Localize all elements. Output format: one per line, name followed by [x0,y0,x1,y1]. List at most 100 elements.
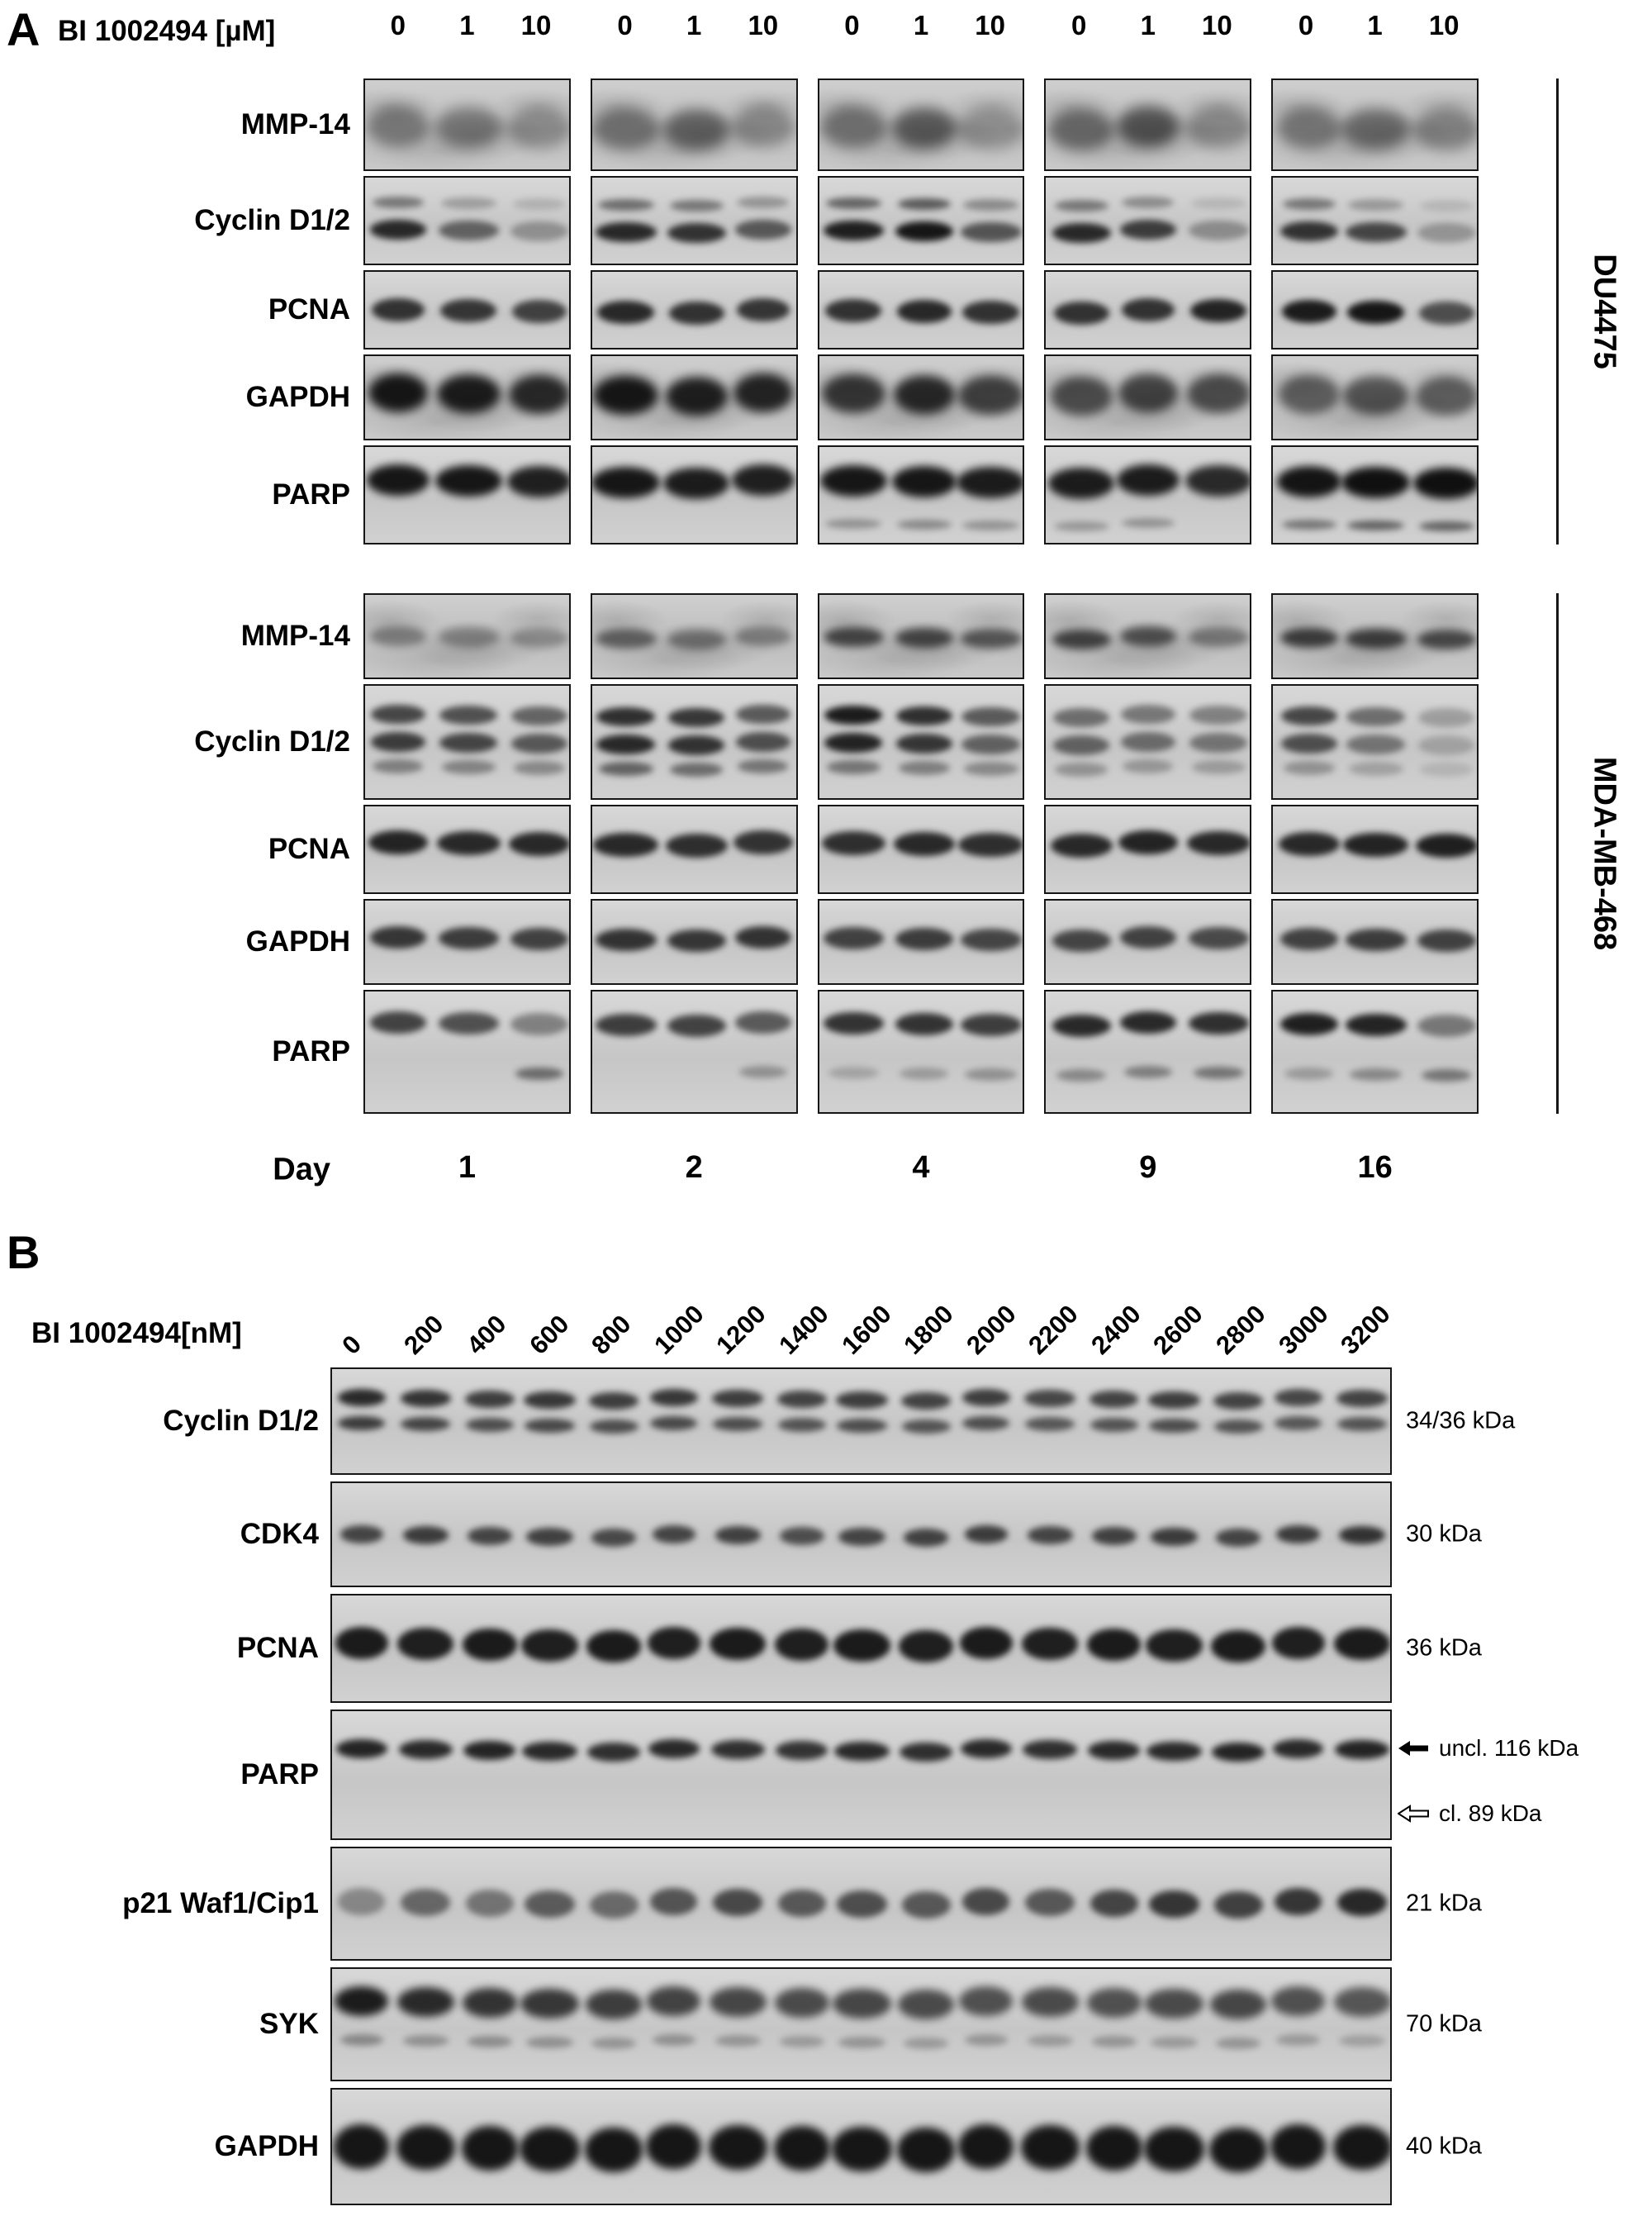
blot-band [649,1389,698,1406]
blot-band [1148,1890,1200,1918]
blot-band [962,1416,1009,1431]
blot-band [1279,375,1340,415]
blot-row-label: MMP-14 [240,620,350,652]
blot-band [964,1525,1008,1543]
blot-band [1184,464,1251,497]
blot-band [591,108,660,150]
blot-band [648,1738,700,1759]
blot-band [526,1528,573,1546]
blot-band [1022,1627,1079,1661]
blot-band [369,625,426,647]
dose-label: 0 [1298,10,1314,40]
dose-label: 400 [461,1309,512,1360]
blot-band [824,220,884,240]
blot-band [512,299,567,324]
dose-label: 1 [1140,10,1156,40]
blot-band [833,1629,891,1662]
blot-band [900,1392,952,1410]
blot-band [591,1529,637,1547]
blot-band [440,298,497,323]
blot-band [1282,519,1336,530]
blot-strip [1044,899,1252,985]
blot-band [1092,2036,1137,2048]
blot-band [734,1011,791,1034]
blot-band [1210,1990,1267,2020]
blot-band [439,1011,499,1034]
blot-band [1120,704,1175,725]
blot-band [822,374,885,414]
blot-strip [590,445,798,544]
blot-band [401,1417,451,1432]
blot-strip [1044,805,1252,894]
blot-band [896,734,952,754]
blot-band [960,221,1022,242]
blot-band [1054,200,1108,212]
kda-label: 30 kDa [1406,1520,1482,1548]
blot-band [1276,2034,1320,2047]
blot-band [1147,1391,1200,1409]
blot-band [895,627,953,649]
blot-band [836,1890,888,1918]
blot-band [1210,1629,1266,1663]
blot-band [1346,520,1405,530]
blot-band [1211,1742,1265,1762]
blot-strip [1271,593,1479,679]
blot-band [593,376,658,416]
blot-band [1151,2037,1198,2049]
blot-band [366,464,430,497]
blot-band [1341,108,1410,150]
blot-band [598,762,653,776]
blot-band [511,706,567,726]
blot-band [1270,2124,1326,2169]
blot-band [1148,1419,1200,1434]
blot-band [1350,1068,1402,1081]
blot-band [1332,2125,1390,2170]
blot-band [1415,377,1477,416]
blot-band [401,1888,451,1916]
blot-band [1213,1392,1264,1410]
blot-row-label: PARP [240,1758,319,1790]
blot-band [509,831,569,856]
blot-band [824,1011,884,1034]
blot-band [668,301,724,326]
blot-band [520,2127,580,2171]
dose-label: 3000 [1272,1299,1334,1360]
blot-band [398,1739,453,1760]
blot-strip [1271,270,1479,350]
blot-band [1335,1739,1389,1760]
blot-strip [330,1967,1392,2081]
blot-band [710,1627,767,1661]
blot-band [1144,2127,1204,2171]
blot-band [899,1742,953,1762]
blot-band [396,2125,455,2170]
blot-band [1089,1418,1138,1433]
blot-band [1116,106,1180,148]
blot-band [838,2037,885,2049]
blot-band [1274,1389,1322,1406]
open-left-arrow-icon [1398,1805,1429,1824]
blot-strip [817,78,1025,171]
blot-band [713,1888,763,1916]
blot-band [511,734,567,754]
blot-band [667,222,726,243]
blot-strip [817,593,1025,679]
blot-band [589,1890,638,1919]
blot-band [339,2034,383,2047]
blot-band [400,1390,452,1407]
blot-band [1276,1525,1320,1543]
blot-band [1123,1065,1172,1078]
blot-band [596,735,656,754]
blot-band [1213,1419,1263,1434]
blot-band [1118,373,1178,413]
blot-strip [363,78,571,171]
blot-band [667,707,725,728]
blot-strip [363,445,571,544]
blot-band [1284,1067,1334,1080]
blot-band [903,2038,949,2050]
blot-band [1346,706,1406,727]
blot-band [595,929,657,952]
blot-band [1089,1889,1138,1917]
blot-band [439,733,498,753]
blot-band [1027,2035,1073,2047]
blot-band [777,1391,827,1408]
